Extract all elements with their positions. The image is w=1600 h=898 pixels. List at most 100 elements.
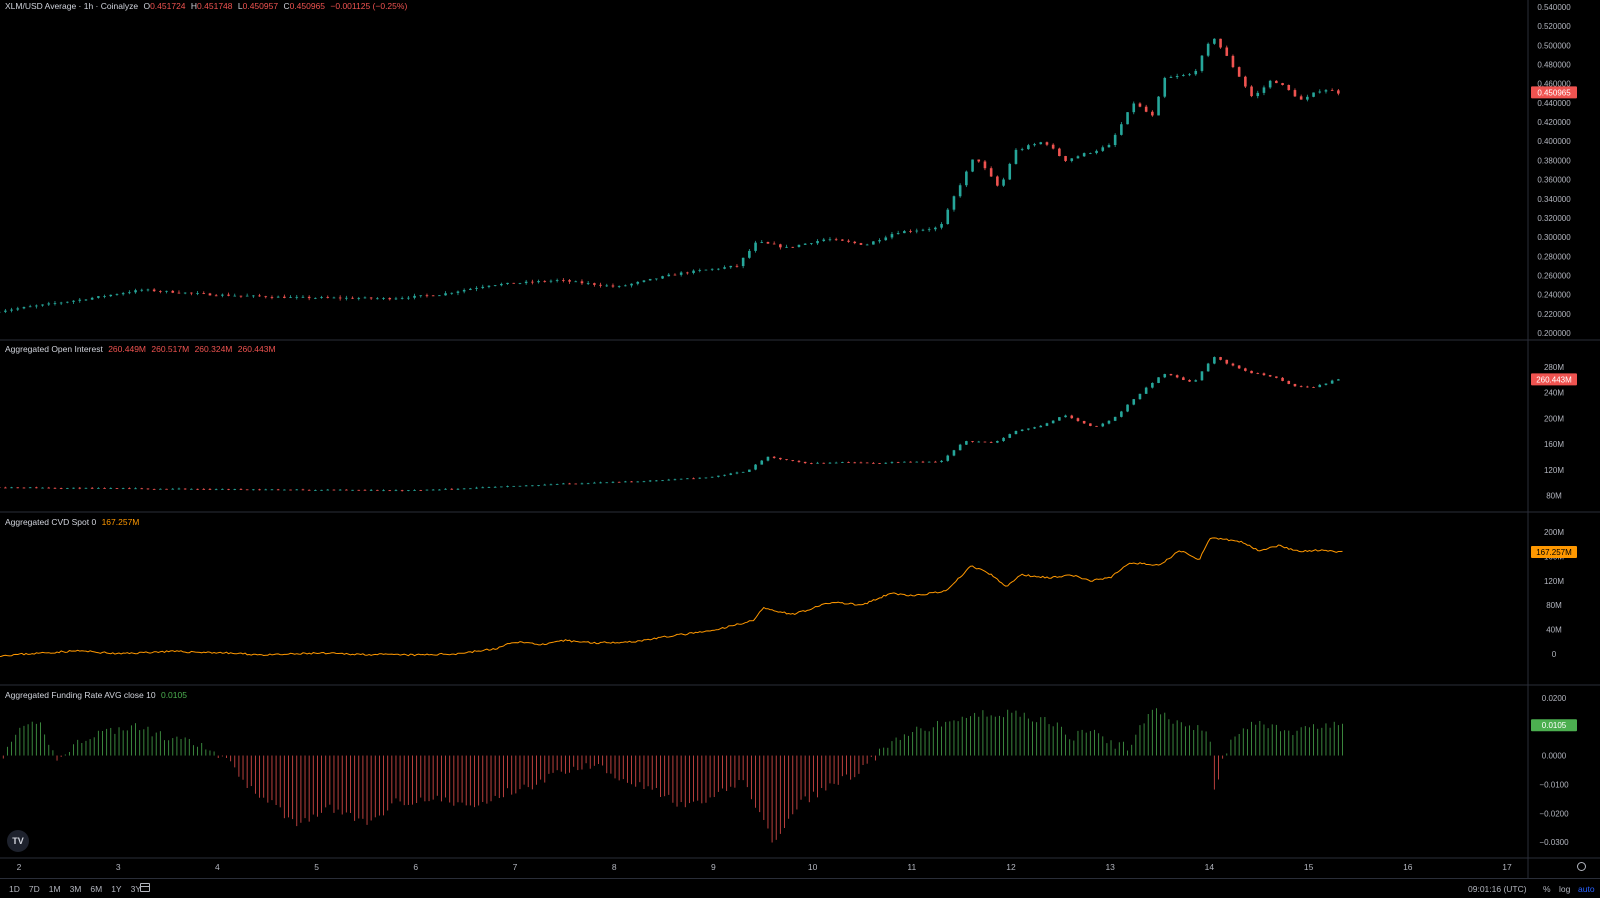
candle-body [798,461,801,462]
x-tick-label: 17 [1502,862,1512,872]
cvd-legend: Aggregated CVD Spot 0 167.257M [5,517,142,527]
x-tick-label: 2 [17,862,22,872]
percent-toggle[interactable]: % [1543,884,1551,894]
oi-value-1: 260.449M [108,344,146,354]
candle-body [605,285,608,286]
candle-body [450,489,453,490]
funding-title[interactable]: Aggregated Funding Rate AVG close 10 [5,690,156,700]
range-6m[interactable]: 6M [90,884,102,894]
candle-body [767,242,770,244]
candle-body [779,244,782,247]
candle-body [1287,85,1290,90]
candle-body [711,269,714,270]
y-tick-label: 0.300000 [1537,233,1571,242]
candle-body [171,291,174,293]
candle-body [860,462,863,463]
candle-body [1139,103,1142,106]
y-tick-label: 0.340000 [1537,195,1571,204]
candle-body [562,280,565,281]
candle-body [754,465,757,470]
candle-body [829,239,832,240]
candle-body [779,458,782,459]
candle-body [395,299,398,300]
x-tick-label: 12 [1006,862,1016,872]
range-1y[interactable]: 1Y [111,884,121,894]
candle-body [264,489,267,490]
candle-body [773,244,776,245]
candle-body [953,450,956,455]
candle-body [240,296,243,297]
candle-body [971,441,974,442]
range-1d[interactable]: 1D [9,884,20,894]
x-tick-label: 13 [1105,862,1115,872]
candle-body [946,456,949,461]
candle-body [215,489,218,490]
candle-body [1201,56,1204,71]
cvd-title[interactable]: Aggregated CVD Spot 0 [5,517,96,527]
y-tick-label: 80M [1546,601,1562,610]
y-tick-label: 0.480000 [1537,61,1571,70]
candle-body [122,488,125,489]
candle-body [1151,383,1154,388]
symbol-title[interactable]: XLM/USD Average · 1h · Coinalyze [5,1,138,11]
candle-body [1275,376,1278,377]
candle-body [16,487,19,488]
y-tick-label: 0.520000 [1537,22,1571,31]
candle-body [140,488,143,489]
candle-body [810,243,813,244]
candle-body [178,489,181,490]
candle-body [1139,394,1142,399]
candle-body [1077,156,1080,158]
candle-body [612,285,615,286]
candle-body [1194,71,1197,74]
candle-body [512,486,515,487]
candle-body [829,463,832,464]
log-toggle[interactable]: log [1559,884,1570,894]
auto-toggle[interactable]: auto [1578,884,1595,894]
candle-body [1213,357,1216,364]
candle-body [723,267,726,269]
tradingview-logo-icon[interactable]: TV [7,830,29,852]
candle-body [1337,90,1340,93]
candle-body [853,462,856,463]
candle-body [432,295,435,296]
candle-body [519,283,522,284]
y-tick-label: 240M [1544,389,1564,398]
low-value: 0.450957 [243,1,278,11]
last-value-label: 0.0105 [1542,721,1567,730]
oi-value-2: 260.517M [151,344,189,354]
candle-body [922,462,925,463]
candle-body [971,160,974,172]
candle-body [16,308,19,309]
candle-body [500,487,503,488]
candle-body [872,241,875,244]
oi-title[interactable]: Aggregated Open Interest [5,344,103,354]
candle-body [512,283,515,284]
candle-body [791,460,794,461]
candle-body [72,488,75,489]
candle-body [742,472,745,473]
candle-body [915,462,918,463]
utc-clock[interactable]: 09:01:16 (UTC) [1468,884,1527,894]
calendar-icon[interactable] [140,883,150,892]
candle-body [388,298,391,299]
range-1m[interactable]: 1M [49,884,61,894]
candle-body [171,489,174,490]
range-3m[interactable]: 3M [70,884,82,894]
candle-body [667,480,670,481]
candle-body [227,489,230,490]
candle-body [202,489,205,490]
y-tick-label: 0.400000 [1537,137,1571,146]
candle-body [531,282,534,283]
candle-body [1089,423,1092,426]
settings-gear-icon[interactable] [1577,862,1586,871]
candle-body [413,296,416,298]
candle-body [215,295,218,296]
range-7d[interactable]: 7D [29,884,40,894]
candle-body [574,281,577,282]
candle-body [382,298,385,299]
candle-body [4,488,7,489]
candle-body [1015,150,1018,164]
candle-body [1176,76,1179,77]
